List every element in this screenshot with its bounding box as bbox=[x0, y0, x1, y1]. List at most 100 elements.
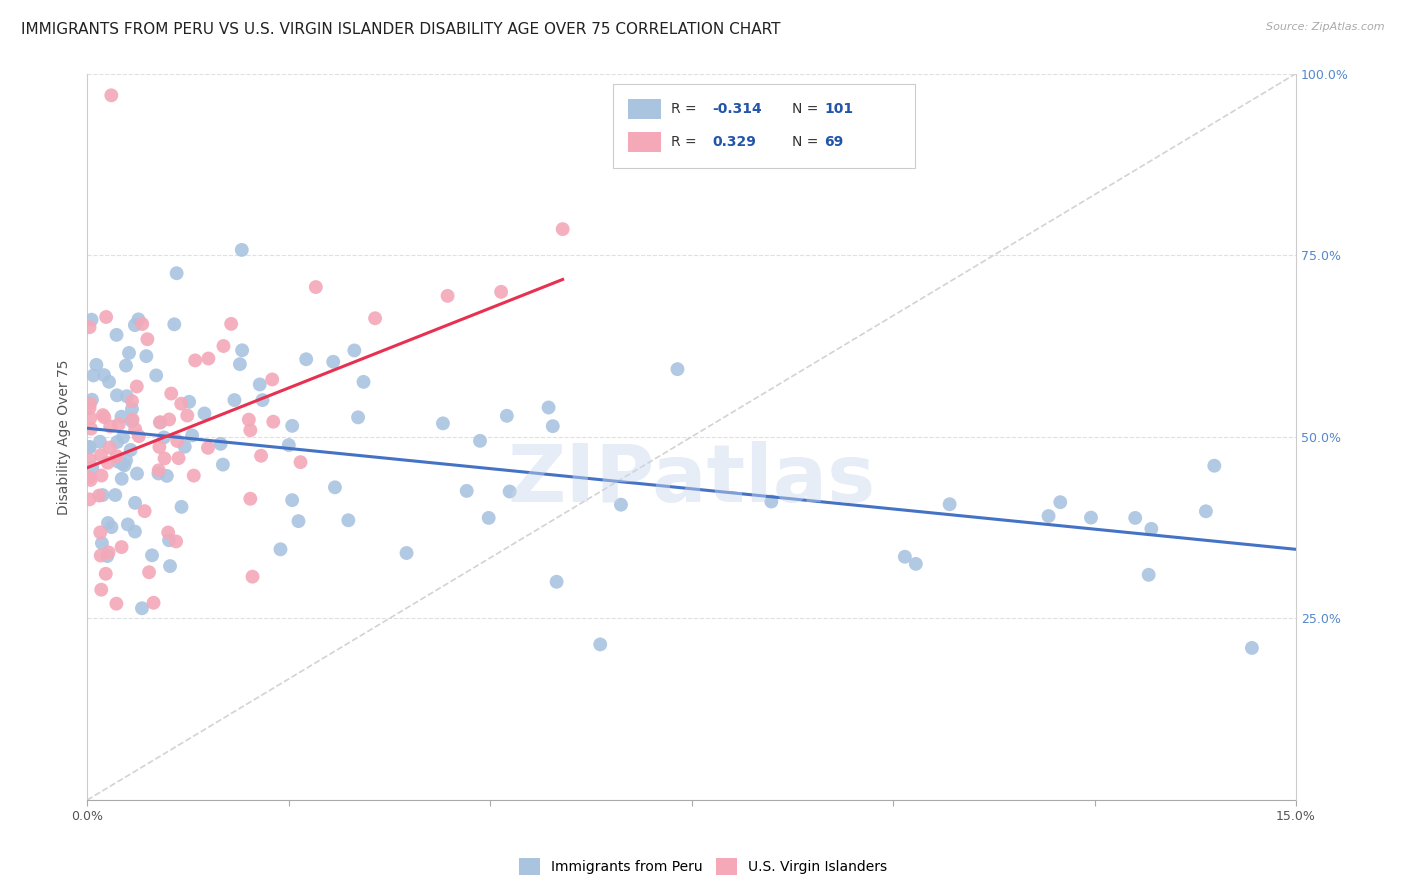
Point bbox=[181, 428, 204, 442]
Point bbox=[252, 393, 274, 408]
Point bbox=[468, 434, 491, 448]
Point bbox=[125, 467, 148, 481]
Point bbox=[79, 452, 101, 467]
Point bbox=[148, 467, 170, 481]
Point bbox=[305, 280, 328, 294]
Point bbox=[118, 346, 141, 360]
Point bbox=[589, 637, 612, 651]
Point bbox=[145, 368, 167, 383]
Point bbox=[159, 559, 181, 574]
Point bbox=[96, 549, 118, 563]
Point bbox=[432, 417, 454, 431]
Point bbox=[337, 513, 360, 527]
Point bbox=[89, 525, 111, 540]
Point bbox=[343, 343, 366, 358]
Point bbox=[79, 401, 101, 415]
Point bbox=[105, 597, 128, 611]
Point bbox=[90, 536, 112, 550]
Point bbox=[1049, 495, 1071, 509]
Point bbox=[98, 419, 121, 434]
Text: 69: 69 bbox=[824, 135, 844, 149]
Point bbox=[124, 524, 146, 539]
Point bbox=[193, 407, 215, 421]
FancyBboxPatch shape bbox=[627, 99, 661, 120]
Point bbox=[1123, 511, 1146, 525]
Point bbox=[239, 491, 262, 506]
Point bbox=[105, 388, 128, 402]
Point bbox=[262, 372, 284, 386]
Point bbox=[894, 549, 917, 564]
Point bbox=[87, 489, 110, 503]
Point bbox=[124, 422, 146, 436]
Point bbox=[176, 409, 198, 423]
Point bbox=[107, 455, 129, 469]
Point bbox=[290, 455, 312, 469]
Text: N =: N = bbox=[792, 135, 818, 149]
Point bbox=[107, 417, 129, 432]
Point bbox=[353, 375, 375, 389]
Point bbox=[212, 339, 235, 353]
Text: N =: N = bbox=[792, 102, 818, 116]
Text: 101: 101 bbox=[824, 102, 853, 116]
Point bbox=[1080, 510, 1102, 524]
Point bbox=[93, 410, 115, 425]
Point bbox=[153, 430, 176, 444]
Point bbox=[323, 480, 346, 494]
Point bbox=[281, 418, 304, 433]
Point bbox=[262, 415, 284, 429]
Point bbox=[249, 377, 271, 392]
Point bbox=[105, 435, 128, 450]
Point bbox=[120, 442, 142, 457]
Point bbox=[111, 430, 134, 444]
Point bbox=[127, 312, 149, 326]
Point bbox=[100, 88, 122, 103]
Point bbox=[115, 359, 138, 373]
Point bbox=[90, 448, 112, 462]
Point bbox=[165, 534, 187, 549]
Point bbox=[489, 285, 512, 299]
Legend: Immigrants from Peru, U.S. Virgin Islanders: Immigrants from Peru, U.S. Virgin Island… bbox=[513, 853, 893, 880]
Point bbox=[105, 327, 128, 342]
Point bbox=[82, 460, 104, 475]
Point bbox=[148, 440, 170, 454]
Point bbox=[170, 397, 193, 411]
Point bbox=[136, 332, 159, 346]
Text: R =: R = bbox=[671, 135, 697, 149]
Point bbox=[212, 458, 235, 472]
Point bbox=[551, 222, 574, 236]
Point bbox=[498, 484, 520, 499]
Point bbox=[131, 317, 153, 331]
Point bbox=[197, 441, 219, 455]
Point bbox=[250, 449, 273, 463]
Point bbox=[97, 516, 120, 530]
Point bbox=[134, 504, 156, 518]
Point bbox=[938, 497, 960, 511]
Point bbox=[1204, 458, 1226, 473]
Point bbox=[281, 493, 304, 508]
Point bbox=[111, 472, 134, 486]
Point bbox=[166, 434, 188, 448]
Point bbox=[80, 312, 103, 326]
Point bbox=[347, 410, 370, 425]
Point bbox=[364, 311, 387, 326]
Point bbox=[79, 473, 101, 487]
Point bbox=[97, 545, 120, 559]
Point bbox=[121, 394, 143, 409]
Point bbox=[1240, 640, 1263, 655]
Point bbox=[287, 514, 309, 528]
Point bbox=[537, 401, 560, 415]
Text: R =: R = bbox=[671, 102, 697, 116]
Point bbox=[86, 358, 108, 372]
Point bbox=[124, 318, 146, 332]
Point bbox=[115, 389, 138, 403]
Point bbox=[79, 470, 101, 484]
Point bbox=[104, 488, 127, 502]
FancyBboxPatch shape bbox=[627, 132, 661, 152]
Point bbox=[111, 457, 134, 471]
Point bbox=[231, 243, 253, 257]
Point bbox=[100, 520, 122, 534]
Point bbox=[148, 463, 170, 477]
Point bbox=[80, 392, 103, 407]
Point bbox=[541, 419, 564, 434]
Point bbox=[79, 320, 101, 334]
